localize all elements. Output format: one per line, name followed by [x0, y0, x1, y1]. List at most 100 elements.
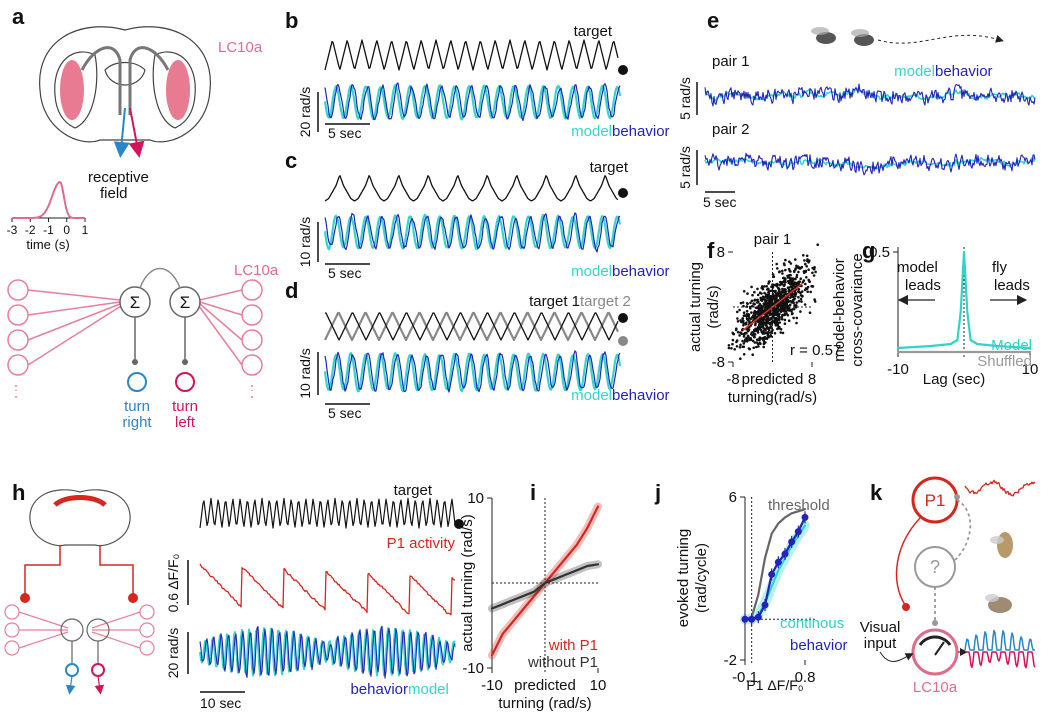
scatter-point: [797, 288, 801, 291]
scatter-point: [759, 304, 763, 307]
scatter-point: [754, 306, 758, 310]
scatter-point: [771, 286, 775, 289]
series-marker: [781, 550, 789, 558]
scatter-point: [802, 254, 805, 257]
scatter-point: [783, 312, 787, 315]
scatter-point: [787, 319, 791, 323]
y-tick-label: -10: [462, 660, 484, 677]
scale-bar-label: 5 sec: [328, 265, 361, 281]
cell-type-label: LC10a: [234, 262, 279, 279]
scatter-point: [806, 290, 809, 294]
trace: [324, 82, 621, 122]
scatter-point: [736, 330, 740, 334]
target-dot: [618, 336, 628, 346]
scatter-point: [748, 305, 752, 309]
scatter-point: [727, 346, 731, 350]
scatter-point: [780, 280, 784, 284]
node-label: ?: [930, 557, 940, 577]
rf-tick-label: -3: [7, 223, 18, 237]
series-marker: [748, 615, 756, 623]
scatter-point: [792, 301, 796, 305]
sum-label: Σ: [180, 293, 191, 312]
scatter-point: [784, 268, 787, 272]
scatter-point: [799, 277, 802, 281]
scatter-point: [767, 326, 771, 330]
scatter-point: [777, 291, 780, 294]
scatter-point: [789, 296, 792, 299]
scatter-point: [758, 336, 761, 340]
scatter-point: [767, 280, 771, 284]
scale-bar-label: 5 rad/s: [677, 146, 693, 189]
cell-type-label: LC10a: [218, 39, 263, 56]
legend-behavior: behavior: [935, 63, 993, 80]
scatter-point: [772, 275, 776, 279]
legend-behavior: behavior: [612, 123, 670, 140]
scatter-point: [742, 345, 746, 349]
scatter-point: [782, 304, 786, 308]
scatter-point: [731, 331, 734, 335]
y-axis-label: (rad/cycle): [693, 543, 710, 613]
scatter-point: [776, 267, 779, 270]
target-dot: [618, 188, 628, 198]
y-tick-label: 0.5: [869, 244, 890, 261]
scatter-point: [731, 338, 735, 342]
scale-bar-label: 10 sec: [200, 695, 241, 711]
legend-label: continous: [780, 615, 844, 632]
scatter-point: [756, 293, 760, 297]
target-dot: [618, 65, 628, 75]
scatter-point: [781, 313, 784, 317]
scatter-point: [765, 295, 768, 299]
scatter-point: [791, 312, 794, 315]
scatter-point: [783, 289, 786, 293]
scatter-point: [786, 280, 790, 283]
scatter-point: [745, 315, 748, 318]
scatter-point: [773, 308, 777, 311]
scatter-point: [759, 298, 763, 302]
scatter-point: [806, 285, 810, 289]
scatter-point: [774, 322, 777, 325]
scatter-point: [745, 321, 748, 325]
scatter-point: [802, 271, 806, 275]
scatter-point: [738, 346, 742, 349]
scatter-point: [797, 295, 800, 299]
scatter-point: [780, 291, 783, 295]
scatter-point: [794, 258, 797, 261]
scatter-point: [788, 260, 791, 264]
scatter-point: [765, 299, 768, 302]
x-axis-label: Lag (sec): [923, 371, 986, 388]
scatter-point: [743, 331, 747, 335]
scatter-point: [752, 346, 755, 350]
scatter-point: [761, 336, 765, 340]
scatter-point: [814, 270, 817, 274]
scatter-point: [779, 280, 782, 284]
scale-bar-label: 20 rad/s: [165, 628, 181, 679]
scatter-point: [794, 294, 797, 298]
scatter-point: [805, 265, 808, 268]
series-marker: [754, 613, 762, 621]
p1-schematic: [4, 489, 155, 695]
scatter-point: [772, 320, 776, 323]
scatter-point: [742, 322, 745, 325]
scatter-point: [778, 312, 781, 316]
scatter-point: [807, 278, 810, 282]
series-line: [490, 563, 600, 610]
scatter-point: [795, 275, 798, 279]
scatter-point: [778, 270, 781, 274]
pair-label: pair 2: [712, 121, 750, 138]
scatter-point: [788, 269, 792, 273]
scatter-point: [778, 283, 781, 287]
scatter-point: [795, 316, 799, 320]
scatter-point: [811, 271, 814, 275]
target-dot: [454, 519, 464, 529]
legend-label: Shuffled: [977, 353, 1032, 370]
series-marker: [801, 513, 809, 521]
scatter-point: [771, 309, 775, 313]
scatter-point: [768, 303, 771, 307]
legend-model: model: [571, 387, 612, 404]
scatter-point: [800, 290, 804, 293]
x-axis-label: predicted: [742, 371, 804, 388]
panel-label: e: [707, 8, 719, 33]
scale-bar-label: 20 rad/s: [297, 87, 313, 138]
annotation: model: [897, 259, 938, 276]
